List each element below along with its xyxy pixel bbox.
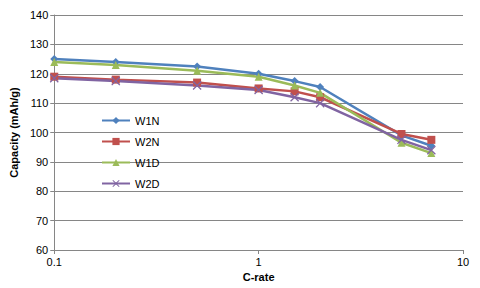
svg-text:90: 90 bbox=[36, 156, 48, 168]
svg-text:110: 110 bbox=[31, 97, 49, 109]
svg-text:100: 100 bbox=[30, 127, 48, 139]
svg-text:Capacity (mAh/g): Capacity (mAh/g) bbox=[8, 87, 20, 178]
svg-text:70: 70 bbox=[36, 215, 48, 227]
svg-text:W1D: W1D bbox=[135, 157, 160, 169]
svg-text:60: 60 bbox=[36, 244, 48, 256]
svg-text:10: 10 bbox=[457, 256, 469, 268]
svg-text:130: 130 bbox=[30, 38, 48, 50]
svg-text:80: 80 bbox=[36, 185, 48, 197]
svg-text:C-rate: C-rate bbox=[243, 271, 275, 283]
svg-text:W2D: W2D bbox=[135, 178, 160, 190]
svg-text:0.1: 0.1 bbox=[47, 256, 62, 268]
svg-text:120: 120 bbox=[30, 68, 48, 80]
svg-text:W1N: W1N bbox=[135, 115, 160, 127]
svg-text:1: 1 bbox=[256, 256, 262, 268]
svg-text:140: 140 bbox=[30, 9, 48, 21]
svg-text:W2N: W2N bbox=[135, 136, 160, 148]
